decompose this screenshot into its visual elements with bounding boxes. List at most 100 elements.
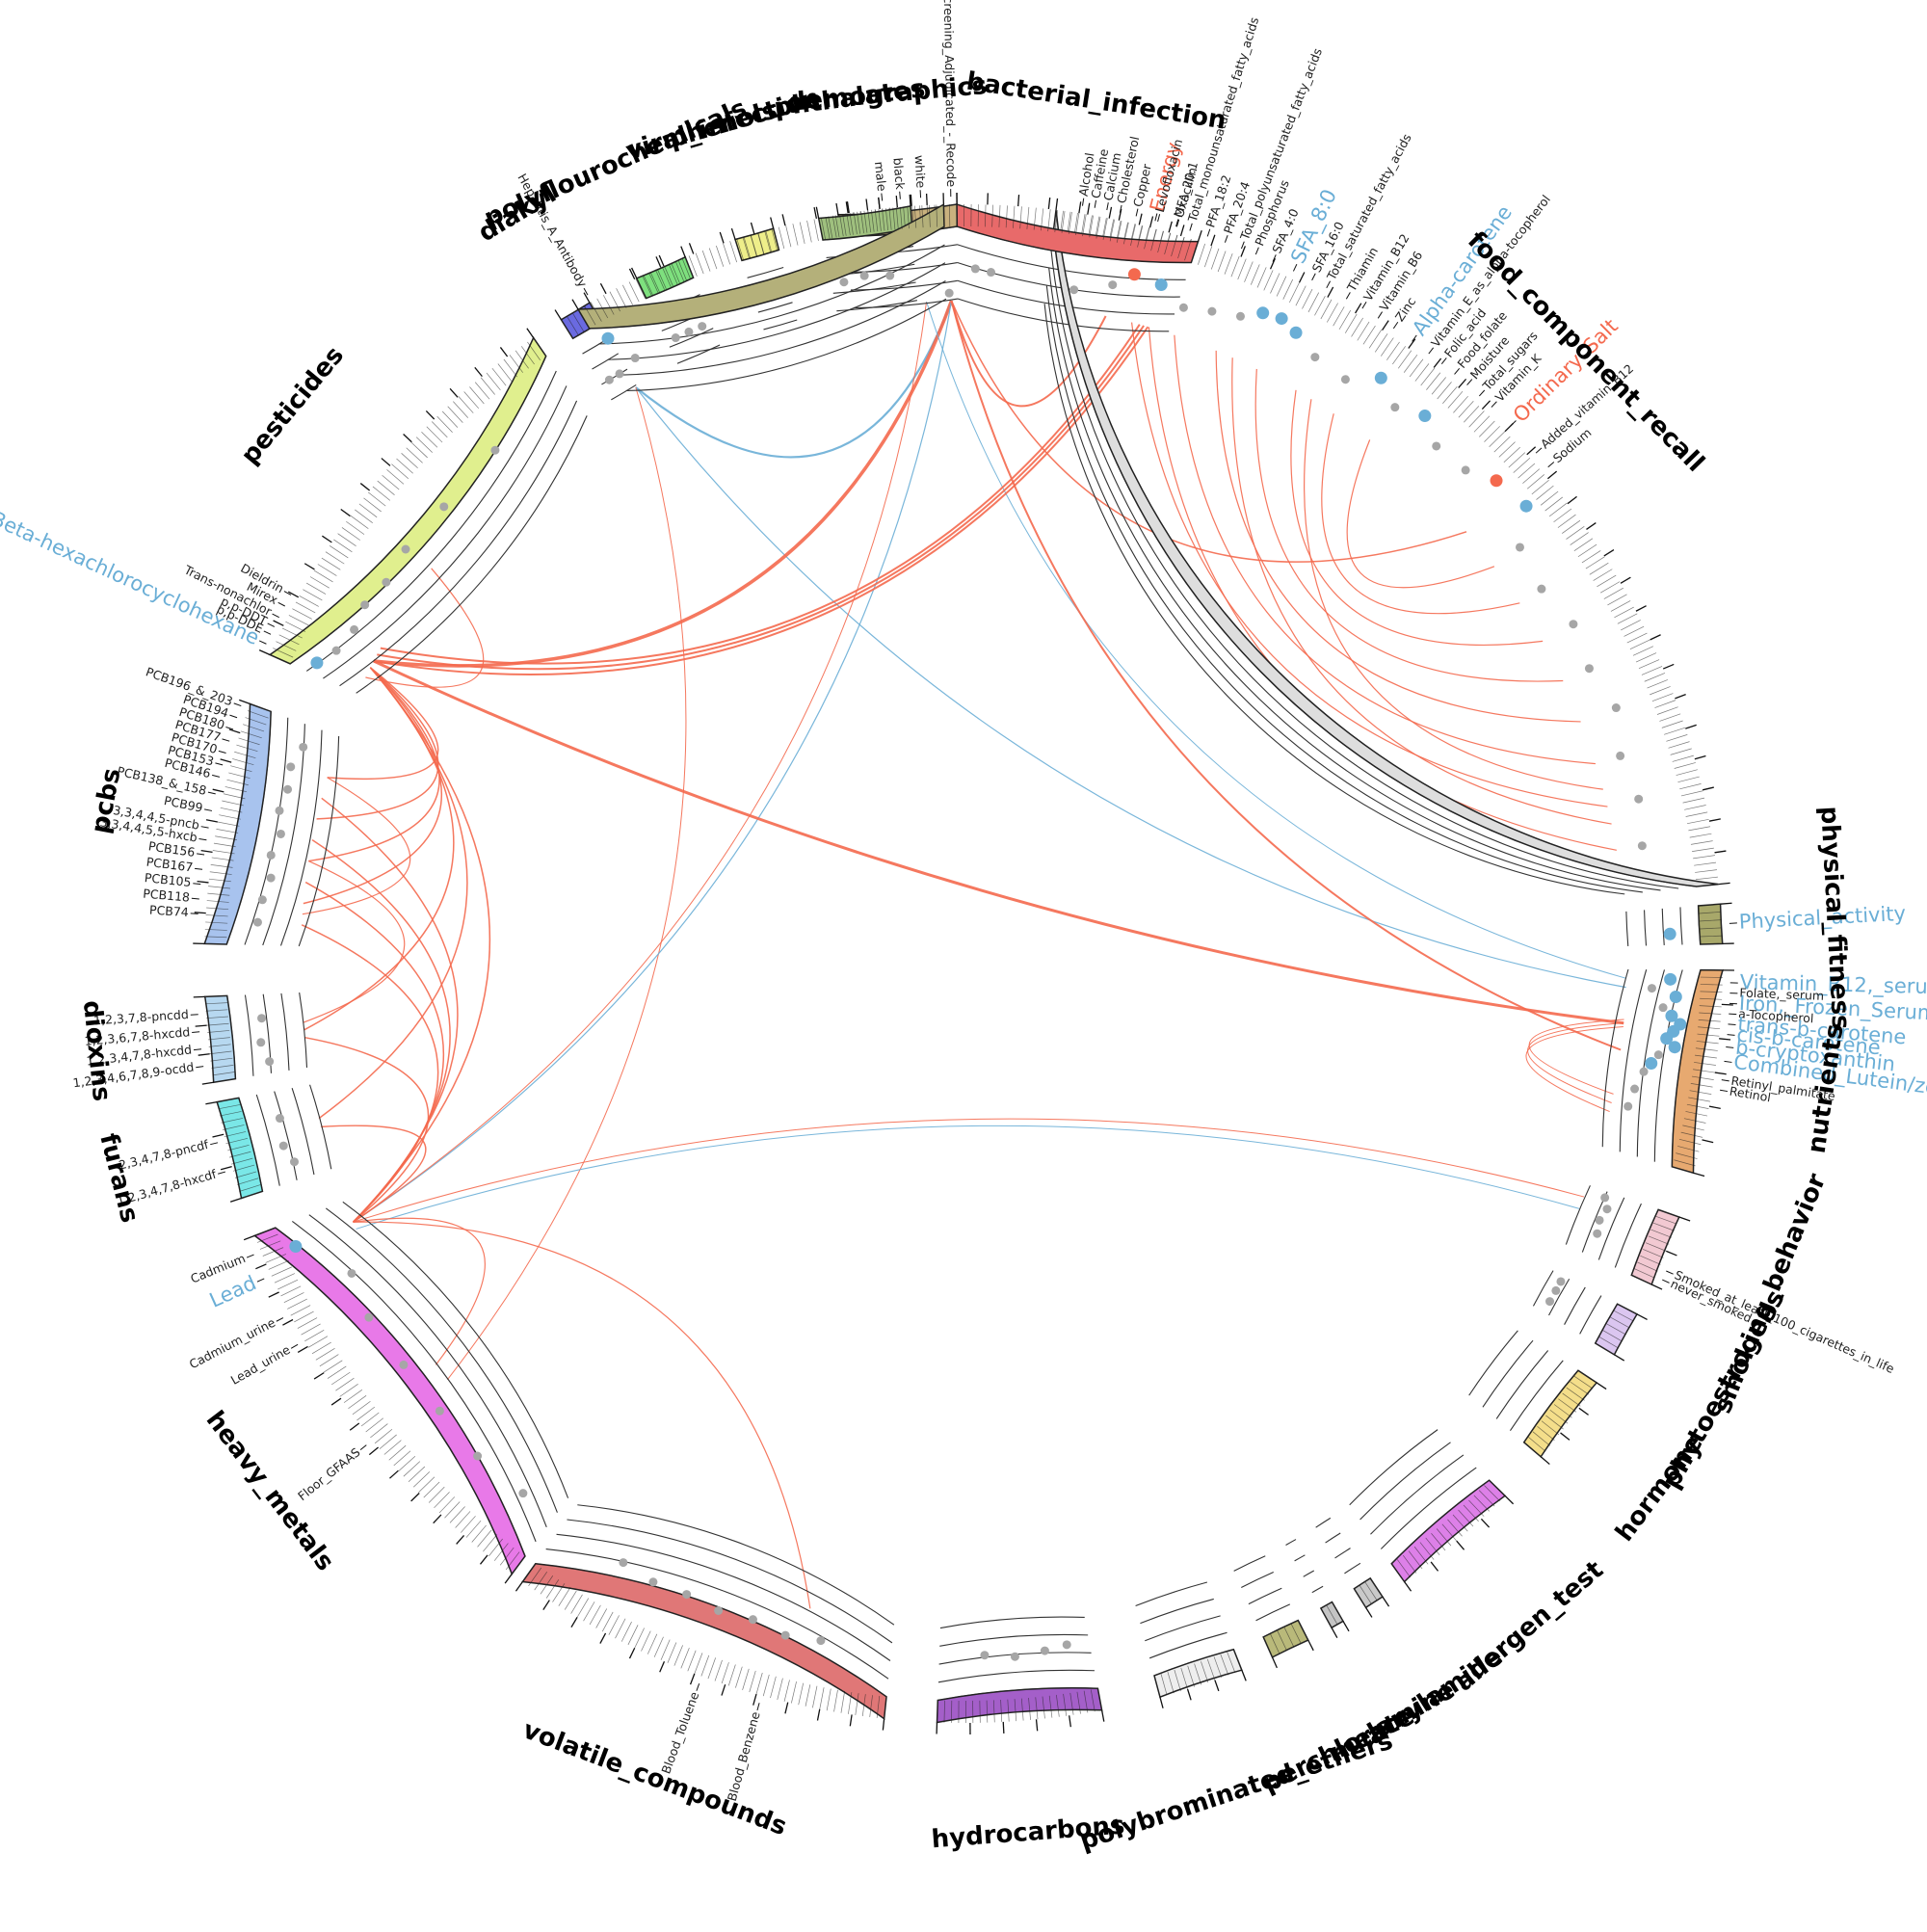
label-tick-pcbs xyxy=(197,854,204,855)
bar-hatch-heavy-metals xyxy=(394,1451,410,1466)
data-point-food-component-recall xyxy=(1310,353,1319,361)
label-tick-food-component-recall xyxy=(1346,292,1350,299)
bar-hatch-heavy-metals xyxy=(478,1530,492,1548)
tick-viral-infection xyxy=(600,283,606,294)
variable-label-white: white xyxy=(912,155,929,189)
bar-hatch-volatile-compounds xyxy=(841,1691,845,1713)
label-tick-food-component-recall xyxy=(1479,390,1484,396)
bar-hatch-food-component-recall xyxy=(1686,812,1708,817)
bar-hatch-food-component-recall xyxy=(1654,701,1676,708)
bar-hatch-food-component-recall xyxy=(1696,877,1718,880)
tick-pesticides xyxy=(304,564,314,569)
edge-41 xyxy=(303,778,410,914)
edge-2 xyxy=(447,387,686,1380)
bar-hatch-food-component-recall xyxy=(1648,679,1668,688)
data-point-pcbs xyxy=(286,762,295,771)
bar-hatch-volatile-compounds xyxy=(763,1675,769,1696)
tick-allergen-test xyxy=(1481,1519,1489,1527)
tick-volatile-compounds xyxy=(600,1633,606,1644)
bar-hatch-heavy-metals xyxy=(370,1424,387,1438)
bar-hatch-food-component-recall xyxy=(1673,755,1694,761)
data-point-pcbs xyxy=(283,785,292,794)
bar-hatch-pesticides xyxy=(289,615,308,625)
tick-food-component-recall xyxy=(1482,401,1490,410)
bar-hatch-volatile-compounds xyxy=(756,1673,762,1694)
bar-hatch-volatile-compounds xyxy=(827,1689,831,1711)
bar-hatch-food-component-recall xyxy=(1693,856,1715,859)
bar-hatch-heavy-metals xyxy=(435,1492,450,1507)
tick-demographics xyxy=(836,203,838,215)
tick-heavy-metals xyxy=(434,1515,441,1523)
tick-food-component-recall xyxy=(1650,635,1661,640)
bar-hatch-food-component-recall xyxy=(1438,382,1452,399)
data-point-bacterial-infection xyxy=(971,264,980,273)
bar-hatch-pesticides xyxy=(292,609,311,620)
bar-hatch-viral-infection xyxy=(793,224,798,245)
tick-smoking-behavior xyxy=(1651,1284,1662,1289)
tick-bacterial-infection xyxy=(1048,198,1049,209)
tick-food-component-recall xyxy=(1568,496,1577,503)
bar-hatch-pesticides xyxy=(310,577,330,589)
data-point-food-component-recall xyxy=(1128,268,1141,280)
label-tick-food-component-recall xyxy=(1441,357,1446,363)
bar-hatch-pesticides xyxy=(469,387,484,404)
bar-hatch-volatile-compounds xyxy=(647,1634,657,1654)
bar-hatch-heavy-metals xyxy=(389,1445,406,1460)
bar-hatch-food-component-recall xyxy=(1600,582,1620,594)
bar-hatch-pesticides xyxy=(397,459,413,473)
bar-hatch-food-component-recall xyxy=(1694,862,1716,865)
tick-food-component-recall xyxy=(1685,725,1696,728)
tick-food-component-recall xyxy=(1527,447,1536,455)
tick-allergen-test xyxy=(1405,1582,1412,1592)
label-tick-food-component-recall xyxy=(1548,463,1554,467)
bar-hatch-heavy-metals xyxy=(384,1441,402,1455)
data-point-smoking-behavior xyxy=(1600,1193,1609,1202)
edge-24 xyxy=(353,1119,1584,1222)
track-ring-hormone xyxy=(1469,1331,1518,1395)
bar-hatch-pesticides xyxy=(296,602,315,613)
bar-hatch-volatile-compounds xyxy=(668,1643,676,1663)
bar-hatch-food-component-recall xyxy=(1490,432,1505,447)
label-tick-pcbs xyxy=(223,739,230,741)
bar-hatch-heavy-metals xyxy=(461,1516,475,1532)
data-point-dioxins xyxy=(256,1038,265,1046)
bar-hatch-pesticides xyxy=(464,391,479,408)
tick-pesticides xyxy=(426,410,434,419)
track-ring-heavy-metals xyxy=(309,1215,546,1527)
tick-phenols xyxy=(731,228,735,239)
group-bar-dioxins xyxy=(205,995,236,1082)
label-tick-pcbs xyxy=(234,703,242,706)
bar-hatch-pesticides xyxy=(383,475,400,490)
variable-label-male: male xyxy=(872,161,889,193)
bar-hatch-food-component-recall xyxy=(1666,734,1687,741)
tick-food-component-recall xyxy=(1211,235,1215,246)
label-tick-pesticides xyxy=(259,641,266,644)
tick-dioxins xyxy=(196,1025,207,1026)
bar-hatch-volatile-compounds xyxy=(778,1679,783,1700)
data-point-food-component-recall xyxy=(1569,620,1577,628)
bar-hatch-heavy-metals xyxy=(409,1467,425,1482)
tick-food-component-recall xyxy=(1300,273,1305,283)
tick-volatile-compounds xyxy=(543,1601,550,1610)
bar-hatch-food-component-recall xyxy=(1339,310,1351,330)
bar-hatch-food-component-recall xyxy=(1614,607,1633,618)
bar-hatch-pesticides xyxy=(285,622,305,631)
data-point-food-component-recall xyxy=(1585,664,1594,673)
bar-hatch-heavy-metals xyxy=(298,1318,317,1329)
bar-hatch-heavy-metals xyxy=(304,1330,324,1340)
data-point-volatile-compounds xyxy=(648,1577,657,1586)
bar-hatch-food-component-recall xyxy=(1652,694,1673,701)
tick-viral-infection xyxy=(629,269,634,279)
tick-pcbs xyxy=(213,789,224,792)
bar-hatch-volatile-compounds xyxy=(735,1667,742,1688)
bar-hatch-food-component-recall xyxy=(1296,286,1306,306)
tick-acrylamide xyxy=(1383,1597,1389,1606)
bar-hatch-food-component-recall xyxy=(1464,406,1479,422)
data-point-food-component-recall xyxy=(1179,304,1188,312)
tick-food-component-recall xyxy=(1663,664,1674,669)
label-tick-food-component-recall xyxy=(1511,420,1517,426)
bar-hatch-food-component-recall xyxy=(1527,474,1544,489)
data-point-phytoestrogens xyxy=(1551,1286,1560,1295)
bar-hatch-volatile-compounds xyxy=(674,1645,683,1665)
tick-bacterial-infection xyxy=(1079,201,1081,213)
